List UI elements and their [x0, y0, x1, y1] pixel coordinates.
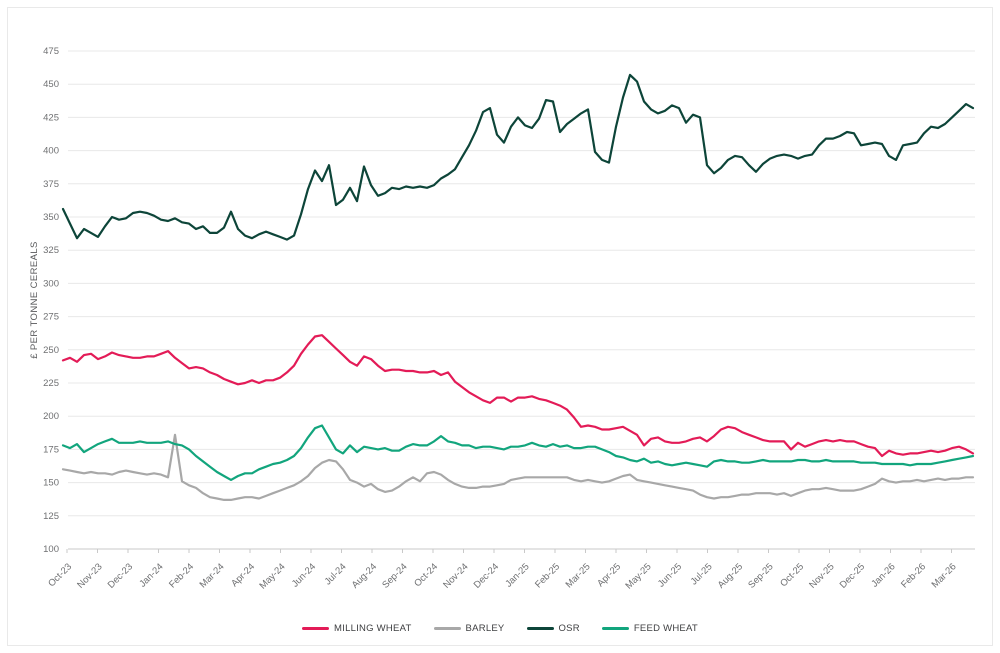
- x-tick-label: Oct-24: [412, 561, 440, 589]
- y-tick-label: 225: [43, 378, 59, 389]
- x-tick-label: Jan-24: [137, 561, 165, 589]
- series-line-milling-wheat: [61, 334, 975, 458]
- legend-label-feed-wheat: FEED WHEAT: [633, 623, 698, 634]
- x-tick-label: Sep-24: [380, 561, 409, 590]
- y-tick-label: 175: [43, 444, 59, 455]
- x-tick-label: Apr-25: [595, 561, 623, 589]
- x-tick-label: Feb-25: [533, 561, 562, 590]
- y-tick-label: 300: [43, 278, 59, 289]
- y-tick-label: 375: [43, 179, 59, 190]
- y-tick-label: 325: [43, 245, 59, 256]
- x-tick-label: Mar-26: [930, 561, 959, 590]
- x-tick-label: Sep-25: [746, 561, 775, 590]
- y-tick-label: 425: [43, 112, 59, 123]
- legend-item-feed-wheat: FEED WHEAT: [601, 623, 698, 634]
- legend-swatch-osr: [526, 627, 554, 630]
- y-tick-label: 150: [43, 478, 59, 489]
- y-axis-title: £ PER TONNE CEREALS: [29, 241, 40, 359]
- y-tick-label: 400: [43, 146, 59, 157]
- y-tick-label: 275: [43, 312, 59, 323]
- y-tick-label: 100: [43, 544, 59, 555]
- x-tick-label: Mar-24: [198, 561, 227, 590]
- x-tick-label: Feb-24: [167, 561, 196, 590]
- x-tick-label: Feb-26: [899, 561, 928, 590]
- x-tick-label: Oct-25: [778, 561, 806, 589]
- legend-swatch-milling-wheat: [302, 627, 330, 630]
- legend-item-barley: BARLEY: [433, 623, 505, 634]
- chart-legend: MILLING WHEAT BARLEY OSR FEED WHEAT: [0, 623, 1000, 634]
- legend-label-osr: OSR: [558, 623, 580, 634]
- legend-swatch-barley: [433, 627, 461, 630]
- price-line-chart: 475 450 425 400 375 350 325 300 275 250 225 200 175 1…: [29, 46, 975, 592]
- y-tick-label: 475: [43, 46, 59, 57]
- x-tick-label: Apr-24: [229, 561, 257, 589]
- legend-item-osr: OSR: [526, 623, 580, 634]
- y-tick-label: 450: [43, 79, 59, 90]
- legend-item-milling-wheat: MILLING WHEAT: [302, 623, 412, 634]
- series-line-barley: [61, 433, 975, 501]
- y-tick-label: 350: [43, 212, 59, 223]
- y-tick-label: 125: [43, 511, 59, 522]
- y-tick-label: 250: [43, 345, 59, 356]
- legend-label-milling-wheat: MILLING WHEAT: [334, 623, 412, 634]
- x-tick-label: Nov-23: [75, 561, 104, 590]
- x-tick-label: Jun-25: [656, 561, 684, 589]
- x-tick-label: Jul-25: [689, 561, 715, 587]
- x-tick-label: Dec-24: [472, 561, 501, 590]
- series-line-feed-wheat: [61, 424, 975, 481]
- x-tick-label: Jan-25: [503, 561, 531, 589]
- x-tick-label: Nov-25: [807, 561, 836, 590]
- x-tick-label: Oct-23: [46, 561, 74, 589]
- x-tick-label: Aug-24: [350, 561, 379, 590]
- legend-label-barley: BARLEY: [465, 623, 505, 634]
- series-line-osr: [61, 73, 975, 241]
- x-tick-label: Jan-26: [869, 561, 897, 589]
- x-tick-label: Dec-23: [106, 561, 135, 590]
- x-tick-label: Mar-25: [564, 561, 593, 590]
- legend-swatch-feed-wheat: [601, 627, 629, 630]
- x-tick-label: Dec-25: [838, 561, 867, 590]
- x-tick-label: Nov-24: [441, 561, 470, 590]
- x-tick-label: Jul-24: [323, 561, 349, 587]
- x-tick-label: Aug-25: [716, 561, 745, 590]
- x-tick-label: May-24: [257, 561, 287, 591]
- x-tick-label: Jun-24: [290, 561, 318, 589]
- y-tick-label: 200: [43, 411, 59, 422]
- x-tick-label: May-25: [623, 561, 653, 591]
